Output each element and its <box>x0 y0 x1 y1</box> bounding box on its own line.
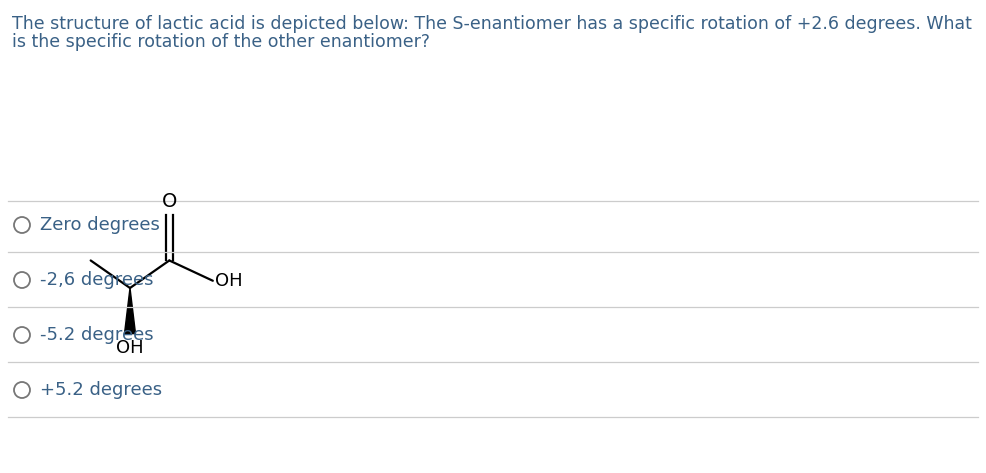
Text: The structure of lactic acid is depicted below: The S-enantiomer has a specific : The structure of lactic acid is depicted… <box>12 15 972 33</box>
Text: -2,6 degrees: -2,6 degrees <box>40 271 154 289</box>
Polygon shape <box>124 288 135 333</box>
Text: OH: OH <box>116 339 144 357</box>
Text: OH: OH <box>215 272 243 290</box>
Text: O: O <box>162 192 177 211</box>
Text: Zero degrees: Zero degrees <box>40 216 160 234</box>
Text: is the specific rotation of the other enantiomer?: is the specific rotation of the other en… <box>12 33 430 51</box>
Text: +5.2 degrees: +5.2 degrees <box>40 381 162 399</box>
Text: -5.2 degrees: -5.2 degrees <box>40 326 154 344</box>
